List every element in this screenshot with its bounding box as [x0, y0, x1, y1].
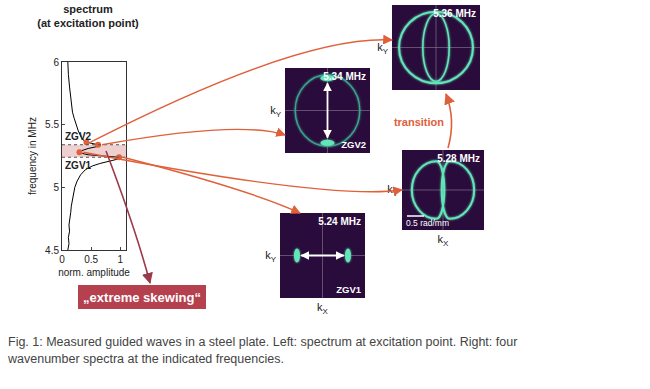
svg-text:frequency in MHz: frequency in MHz [27, 117, 38, 195]
svg-text:kY: kY [377, 41, 389, 56]
svg-text:norm. amplitude: norm. amplitude [58, 267, 130, 278]
svg-text:5.5: 5.5 [45, 119, 59, 130]
svg-text:spectrum(at excitation point): spectrum(at excitation point) [37, 3, 139, 29]
svg-text:kY: kY [265, 249, 277, 264]
svg-text:5.36 MHz: 5.36 MHz [433, 8, 476, 19]
svg-text:6: 6 [53, 57, 59, 68]
svg-text:kY: kY [387, 183, 399, 198]
svg-text:0.5: 0.5 [84, 254, 98, 265]
svg-text:kY: kY [270, 104, 282, 119]
svg-text:5.24 MHz: 5.24 MHz [318, 216, 361, 227]
svg-text:kX: kX [438, 233, 450, 248]
svg-text:ZGV1: ZGV1 [65, 160, 92, 171]
svg-text:5.28 MHz: 5.28 MHz [437, 153, 480, 164]
svg-text:transition: transition [394, 116, 444, 128]
svg-text:5.34 MHz: 5.34 MHz [323, 71, 366, 82]
svg-text:ZGV1: ZGV1 [336, 284, 362, 295]
svg-text:4.5: 4.5 [45, 245, 59, 256]
svg-text:kX: kX [317, 301, 329, 316]
svg-text:ZGV2: ZGV2 [65, 131, 92, 142]
svg-text:5: 5 [53, 182, 59, 193]
html-text:Fig. 1: Measured guided waves: Fig. 1: Measured guided waves in a steel… [8, 335, 518, 366]
svg-text:0.5 rad/mm: 0.5 rad/mm [406, 218, 449, 228]
svg-text:ZGV2: ZGV2 [341, 139, 366, 150]
svg-text:„extreme skewing“: „extreme skewing“ [83, 290, 201, 305]
svg-text:0: 0 [59, 254, 65, 265]
svg-text:1: 1 [117, 254, 123, 265]
